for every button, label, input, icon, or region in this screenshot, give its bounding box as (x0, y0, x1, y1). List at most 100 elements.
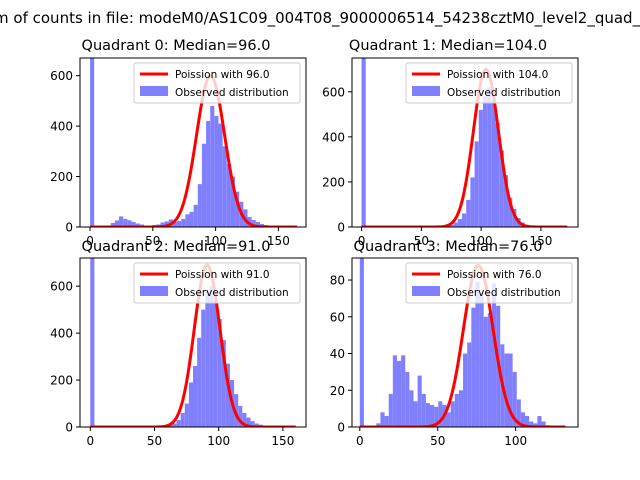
legend: Poission with 104.0 Observed distribution (405, 62, 573, 104)
histogram-bar (214, 116, 219, 227)
histogram-bar (177, 220, 182, 227)
axes-frame (79, 257, 307, 428)
x-tick-label: 0 (356, 434, 364, 448)
histogram-bar (479, 294, 484, 427)
histogram-bar (210, 105, 215, 227)
histogram-bar (487, 313, 492, 427)
histogram-bar (471, 307, 476, 427)
legend-hist-label: Observed distribution (175, 87, 289, 99)
y-tick-label: 0 (337, 221, 345, 235)
histogram-bar (359, 258, 364, 427)
histogram-bar (458, 390, 464, 427)
histogram-bar (188, 382, 193, 427)
histogram-bar (503, 175, 509, 227)
histogram-bar (230, 176, 236, 227)
histogram-bar (226, 163, 231, 227)
histogram-bar (197, 184, 202, 227)
x-tick-label: 100 (207, 434, 230, 448)
histogram-bar (222, 146, 227, 227)
subplot-quadrant-3: Quadrant 3: Median=76.0 0 50 100 0 20 40 60 80 P… (330, 239, 579, 448)
subplot-title: Quadrant 3: Median=76.0 (354, 239, 543, 255)
x-tick-label: 100 (470, 234, 493, 248)
y-tick-label: 600 (322, 85, 345, 99)
histogram-bar (462, 213, 467, 227)
histogram-bar (123, 218, 128, 227)
histogram-bar (482, 96, 488, 227)
histogram-bar (384, 415, 389, 427)
legend-box (133, 62, 301, 104)
y-tick-label: 60 (330, 310, 345, 324)
histogram-bar (463, 353, 468, 427)
histogram-bar (168, 425, 173, 427)
y-tick-label: 600 (50, 69, 73, 83)
histogram-bar (512, 371, 517, 427)
histogram-bar (209, 286, 214, 427)
histogram-bar (425, 403, 431, 427)
histogram-bar (242, 412, 247, 427)
histogram-bar (466, 199, 471, 227)
legend-box (133, 262, 301, 304)
y-tick-label: 40 (330, 347, 345, 361)
histogram-bar (529, 421, 534, 427)
y-tick-label: 600 (50, 280, 73, 294)
histogram-bar (254, 423, 259, 427)
histogram-bar (225, 363, 230, 427)
plot-area (89, 58, 298, 227)
histogram-bar (487, 87, 492, 227)
histogram-bar (450, 401, 455, 427)
legend: Poission with 96.0 Observed distribution (133, 62, 301, 104)
subplot-quadrant-0: Quadrant 0: Median=96.0 0 50 100 150 0 200 400… (50, 38, 307, 248)
histogram-bar (457, 219, 463, 227)
histogram-bar (453, 222, 458, 227)
subplot-quadrant-2: Quadrant 2: Median=91.0 0 50 100 150 0 200 400… (50, 239, 307, 448)
histogram-bar (251, 219, 256, 227)
histogram-bar (376, 423, 381, 427)
y-tick-label: 400 (50, 120, 73, 134)
histogram-bar (135, 223, 140, 227)
histogram-bar (206, 121, 211, 227)
legend-hist-label: Observed distribution (447, 287, 561, 299)
histogram-bar (401, 355, 406, 427)
histogram-bar (114, 220, 120, 227)
histogram-bar (525, 415, 530, 427)
y-tick-label: 0 (65, 421, 73, 435)
histogram-bar (205, 290, 210, 427)
histogram-bar (392, 355, 397, 427)
legend-hist-label: Observed distribution (447, 87, 561, 99)
histogram-bar (508, 353, 513, 427)
histogram-bar (201, 309, 206, 427)
legend-hist-swatch (412, 286, 440, 296)
y-tick-label: 80 (330, 274, 345, 288)
histogram-bar (172, 221, 178, 227)
y-tick-label: 400 (322, 130, 345, 144)
histogram-bar (127, 220, 132, 227)
histogram-bar (446, 412, 451, 427)
histogram-bar (396, 360, 402, 427)
subplot-title: Quadrant 0: Median=96.0 (82, 38, 271, 54)
histogram-bar (131, 221, 136, 227)
histogram-bar (172, 423, 177, 427)
histogram-bar (235, 191, 240, 227)
histogram-bar (478, 109, 483, 227)
y-tick-label: 0 (337, 421, 345, 435)
x-tick-label: 50 (145, 234, 160, 248)
histogram-bar (508, 197, 513, 227)
histogram-bar (454, 393, 459, 427)
y-tick-label: 200 (322, 175, 345, 189)
histogram-bar (250, 421, 255, 427)
x-tick-label: 100 (204, 234, 227, 248)
histogram-bar (90, 258, 95, 427)
legend-box (405, 262, 573, 304)
legend-hist-swatch (140, 286, 168, 296)
y-tick-label: 400 (50, 327, 73, 341)
histogram-bar (255, 221, 260, 227)
histogram-bar (434, 406, 439, 427)
subplot-quadrant-1: Quadrant 1: Median=104.0 0 50 100 150 0 200 40… (322, 38, 579, 248)
histogram-bar (176, 419, 181, 427)
histogram-bar (185, 214, 190, 227)
histogram-bar (193, 204, 198, 227)
histogram-bar (430, 404, 435, 427)
legend-hist-swatch (140, 86, 168, 96)
histogram-bar (193, 365, 198, 427)
histogram-bar (189, 211, 194, 227)
